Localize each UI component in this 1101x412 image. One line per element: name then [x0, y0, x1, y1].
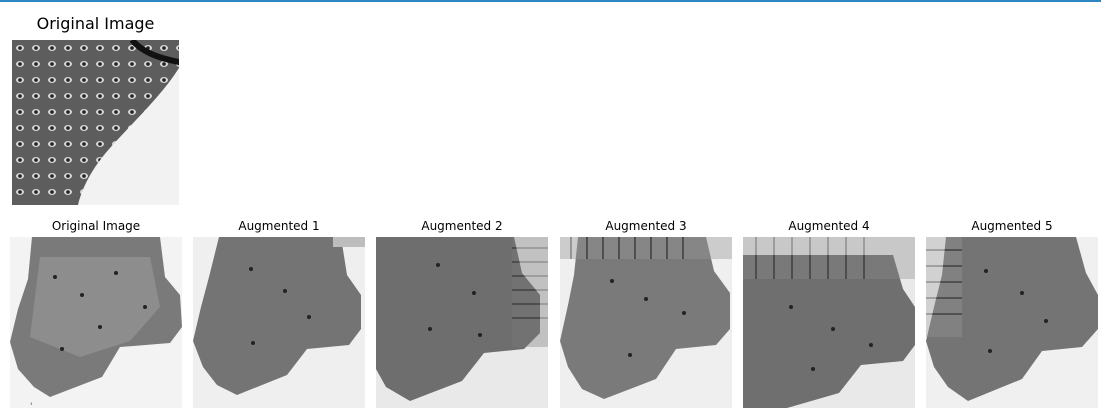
- grid-image-augmented-4: [743, 237, 915, 408]
- grid-title-original: Original Image: [51, 219, 141, 233]
- grid-title-augmented-4: Augmented 4: [788, 219, 870, 233]
- grid-title-augmented-2: Augmented 2: [421, 219, 503, 233]
- stray-mark: ': [30, 402, 33, 412]
- grid-image-augmented-5: [926, 237, 1098, 408]
- grid-title-augmented-3: Augmented 3: [605, 219, 687, 233]
- grid-image-original: [10, 237, 182, 408]
- top-original-title: Original Image: [36, 14, 155, 33]
- top-original-image: [12, 40, 179, 205]
- grid-image-augmented-2: [376, 237, 548, 408]
- grid-title-augmented-5: Augmented 5: [971, 219, 1053, 233]
- top-border-line: [0, 0, 1101, 2]
- grid-image-augmented-1: [193, 237, 365, 408]
- grid-image-augmented-3: [560, 237, 732, 408]
- grid-title-augmented-1: Augmented 1: [238, 219, 320, 233]
